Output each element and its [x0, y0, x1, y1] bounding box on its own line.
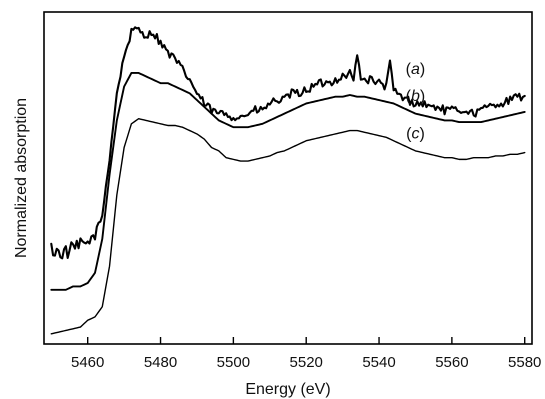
x-tick-label: 5520	[290, 354, 323, 371]
x-tick-label: 5580	[508, 354, 541, 371]
y-axis-title: Normalized absorption	[13, 98, 30, 258]
series-label-c: (c)	[406, 126, 425, 143]
series-curve-c	[50, 118, 526, 335]
series-curve-a	[50, 26, 526, 260]
series-label-b: (b)	[406, 88, 426, 105]
series-labels: (a) (b) (c)	[406, 61, 426, 142]
x-tick-label: 5480	[144, 354, 177, 371]
x-tick-label: 5540	[362, 354, 395, 371]
x-axis-ticks: 5460 5480 5500 5520 5540 5560 5580	[71, 337, 541, 371]
series-curve-b	[50, 72, 526, 291]
x-tick-label: 5500	[217, 354, 250, 371]
plot-frame	[43, 11, 533, 345]
x-axis-title: Energy (eV)	[245, 381, 330, 398]
series-curves	[50, 26, 526, 335]
series-label-a: (a)	[406, 61, 426, 78]
x-tick-label: 5460	[71, 354, 104, 371]
x-tick-label: 5560	[435, 354, 468, 371]
